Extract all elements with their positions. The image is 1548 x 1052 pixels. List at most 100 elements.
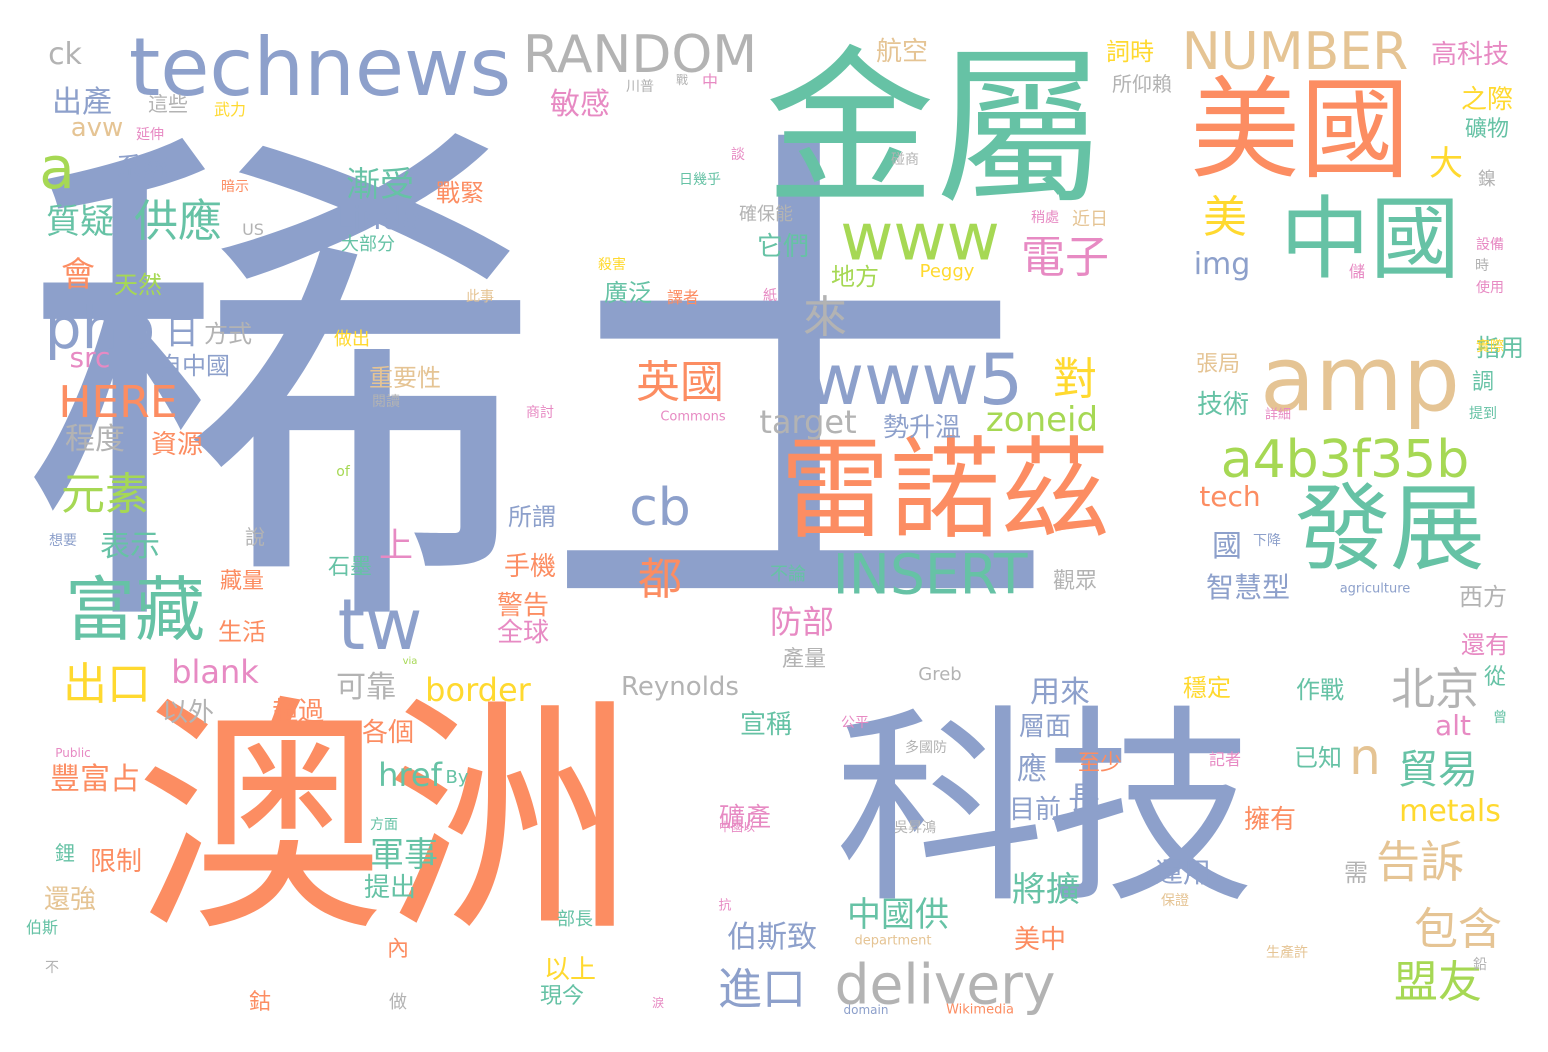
cloud-word: 伯斯: [25, 918, 59, 937]
cloud-word: 宣稱: [739, 710, 793, 740]
cloud-word: 超過: [271, 697, 325, 727]
cloud-word: 談: [731, 147, 745, 163]
cloud-word: 出產: [52, 85, 112, 120]
cloud-word: 長: [1067, 779, 1101, 817]
cloud-word: 說: [245, 525, 265, 549]
cloud-word: 西方: [1459, 583, 1507, 611]
cloud-word: 科技: [834, 687, 1256, 932]
cloud-word: 雷諾茲: [780, 426, 1110, 554]
cloud-word: 全球: [496, 618, 550, 648]
cloud-word: tech: [1199, 480, 1261, 513]
cloud-word: 美: [1203, 192, 1247, 243]
cloud-word: Peggy: [919, 261, 975, 282]
cloud-word: 供應: [134, 196, 222, 247]
cloud-word: 所謂: [508, 503, 556, 531]
cloud-word: RANDOM: [522, 25, 758, 85]
cloud-word: 碰商: [891, 152, 919, 168]
cloud-word: of: [336, 464, 350, 480]
cloud-word: 鋰: [55, 841, 75, 865]
cloud-word: 資源: [150, 430, 204, 460]
cloud-word: 程度: [65, 422, 125, 457]
cloud-word: domain: [843, 1003, 889, 1017]
cloud-word: 重要性: [369, 364, 441, 392]
cloud-word: 伯斯致: [727, 920, 817, 955]
cloud-word: 穩定: [1183, 674, 1231, 702]
cloud-word: 會: [61, 255, 95, 295]
cloud-word: Greb: [918, 664, 962, 685]
cloud-word: 智慧型: [1205, 571, 1291, 604]
cloud-word: NUMBER: [1181, 22, 1409, 82]
cloud-word: 礦產: [718, 803, 772, 833]
cloud-word: 以外: [161, 698, 215, 728]
cloud-word: 確保能: [739, 204, 793, 225]
cloud-word: 用來: [1030, 675, 1090, 710]
cloud-word: 廣泛: [604, 279, 652, 307]
cloud-word: 國: [1212, 529, 1242, 564]
cloud-word: php: [44, 294, 156, 362]
cloud-word: 防部: [769, 603, 835, 641]
cloud-word: 此事: [466, 289, 494, 305]
cloud-word: 上: [379, 526, 413, 566]
cloud-word: src: [69, 341, 111, 374]
cloud-word: Commons: [660, 409, 726, 425]
cloud-word: 下降: [1253, 533, 1281, 549]
cloud-word: 抗: [718, 898, 732, 914]
cloud-word: agriculture: [1339, 581, 1411, 597]
cloud-word: 石墨: [327, 555, 373, 580]
cloud-word: 武力: [213, 100, 247, 119]
cloud-word: 還有: [1461, 631, 1509, 659]
cloud-word: 警告: [496, 591, 550, 621]
cloud-word: avw: [70, 113, 124, 143]
cloud-word: 中國以: [718, 820, 756, 834]
cloud-word: 漸受: [346, 165, 414, 205]
cloud-word: 鉛: [1473, 957, 1487, 973]
cloud-word: 從: [1483, 665, 1507, 690]
cloud-word: 川普: [626, 79, 654, 95]
cloud-word: 商討: [526, 405, 554, 421]
cloud-word: blank: [171, 653, 259, 691]
cloud-word: 限制: [89, 847, 143, 877]
cloud-word: 應: [1017, 752, 1047, 787]
cloud-word: href: [378, 756, 442, 794]
cloud-word: a: [39, 134, 75, 202]
cloud-word: HERE: [58, 377, 178, 428]
cloud-word: 可靠: [336, 670, 396, 705]
cloud-word: 北京: [1391, 664, 1479, 715]
cloud-word: 美中: [1013, 925, 1067, 955]
cloud-word: 美國: [1190, 66, 1410, 194]
cloud-word: 它們: [756, 232, 810, 262]
cloud-word: 日: [165, 313, 199, 353]
cloud-word: 軍事: [370, 835, 438, 875]
cloud-word: metals: [1399, 794, 1501, 829]
cloud-word: 儲: [1348, 262, 1366, 281]
cloud-word: ck: [48, 37, 82, 72]
cloud-word: 張局: [1195, 352, 1241, 377]
cloud-word: 之際: [1460, 85, 1514, 115]
cloud-word: delivery: [834, 952, 1056, 1017]
cloud-word: 日幾乎: [679, 172, 721, 188]
cloud-word: 大部分: [341, 234, 395, 255]
cloud-word: 盟友: [1394, 957, 1482, 1008]
cloud-word: 戰: [675, 73, 689, 87]
cloud-word: 想要: [49, 533, 77, 549]
cloud-word: 觀眾: [1052, 569, 1098, 594]
cloud-word: 紙: [763, 288, 777, 304]
cloud-word: 內: [386, 937, 410, 962]
cloud-word: 不: [45, 960, 59, 976]
cloud-word: 天然: [114, 271, 162, 299]
cloud-word: tw: [337, 584, 423, 666]
cloud-word: 元素: [61, 469, 149, 520]
cloud-word: 曾: [1493, 710, 1507, 726]
cloud-word: Public: [55, 746, 91, 760]
cloud-word: 包含: [1414, 904, 1502, 955]
cloud-word: 做出: [334, 329, 370, 350]
cloud-word: 時: [1475, 258, 1489, 274]
cloud-word: 金屬: [764, 31, 1106, 229]
cloud-word: 英國: [636, 357, 724, 408]
cloud-word: 藏量: [219, 569, 265, 594]
cloud-word: 淚: [651, 996, 665, 1010]
cloud-word: a4b3f35b: [1220, 430, 1470, 490]
cloud-word: 殺害: [598, 257, 626, 273]
cloud-word: 指用: [1476, 334, 1524, 362]
